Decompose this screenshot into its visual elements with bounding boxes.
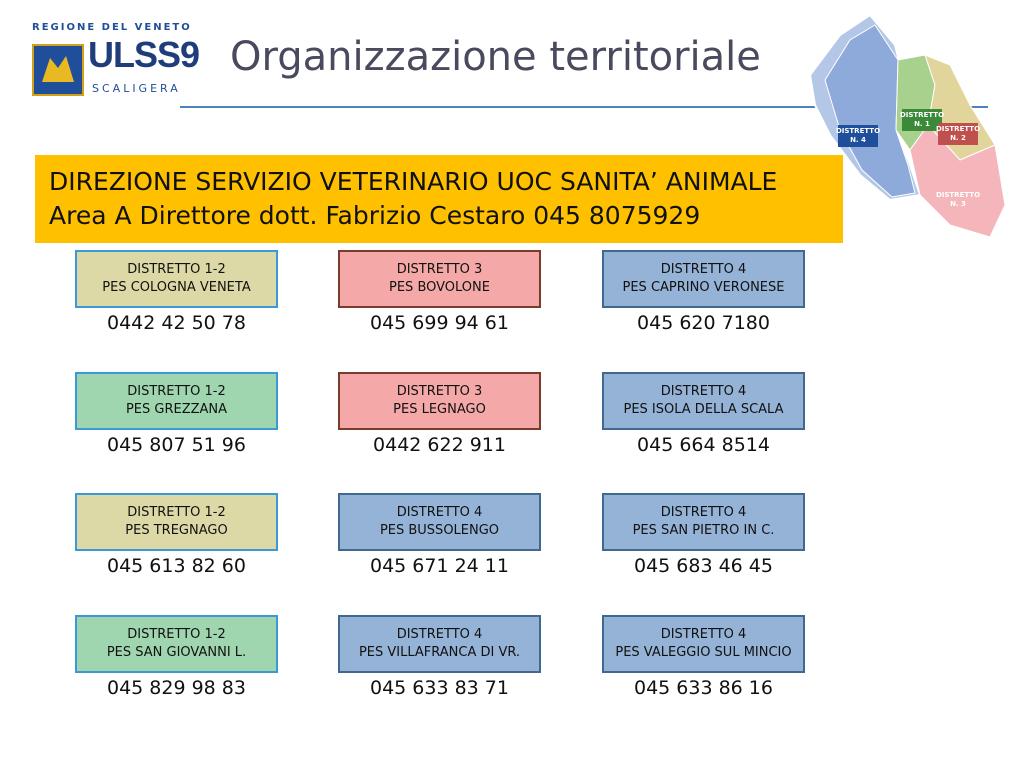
district-name: DISTRETTO 4 (396, 627, 483, 642)
district-box: DISTRETTO 3 PES BOVOLONE (338, 250, 541, 308)
logo-name: ULSS9 (88, 34, 200, 75)
district-box: DISTRETTO 1-2 PES SAN GIOVANNI L. (75, 615, 278, 673)
pes-name: PES SAN PIETRO IN C. (632, 523, 775, 538)
district-box: DISTRETTO 4 PES CAPRINO VERONESE (602, 250, 805, 308)
pes-name: PES COLOGNA VENETA (102, 280, 251, 295)
map-label: N. 1 (914, 120, 930, 128)
district-box: DISTRETTO 1-2 PES COLOGNA VENETA (75, 250, 278, 308)
pes-name: PES VILLAFRANCA DI VR. (358, 645, 521, 660)
district-name: DISTRETTO 4 (660, 505, 747, 520)
district-box: DISTRETTO 4 PES ISOLA DELLA SCALA (602, 372, 805, 430)
phone: 045 620 7180 (637, 312, 770, 334)
district-name: DISTRETTO 1-2 (127, 384, 226, 399)
map-label: DISTRETTO (936, 125, 980, 133)
district-name: DISTRETTO 1-2 (127, 262, 226, 277)
map-label-bg (902, 109, 942, 131)
district-name: DISTRETTO 4 (660, 627, 747, 642)
district-name: DISTRETTO 4 (660, 262, 747, 277)
logo-emblem (32, 44, 84, 96)
pes-name: PES LEGNAGO (393, 402, 486, 417)
phone: 045 664 8514 (637, 434, 770, 456)
phone: 0442 42 50 78 (106, 312, 246, 334)
banner-line: Area A Direttore dott. Fabrizio Cestaro … (49, 201, 701, 230)
district-name: DISTRETTO 4 (396, 505, 483, 520)
pes-name: PES CAPRINO VERONESE (622, 280, 785, 295)
phone: 045 633 86 16 (633, 677, 773, 699)
banner-line: DIREZIONE SERVIZIO VETERINARIO UOC SANIT… (49, 167, 778, 196)
logo-sub: SCALIGERA (92, 82, 181, 95)
phone: 045 699 94 61 (369, 312, 509, 334)
district-name: DISTRETTO 3 (396, 384, 483, 399)
district-name: DISTRETTO 3 (396, 262, 483, 277)
map-label-bg (938, 123, 978, 145)
phone: 0442 622 911 (373, 434, 506, 456)
district-name: DISTRETTO 4 (660, 384, 747, 399)
logo-region: REGIONE DEL VENETO (32, 22, 192, 33)
pes-name: PES BOVOLONE (389, 280, 490, 295)
map-label: N. 2 (950, 134, 966, 142)
map-label-bg (838, 125, 878, 147)
pes-name: PES GREZZANA (125, 402, 228, 417)
district-box: DISTRETTO 4 PES BUSSOLENGO (338, 493, 541, 551)
banner: DIREZIONE SERVIZIO VETERINARIO UOC SANIT… (35, 155, 843, 243)
phone: 045 683 46 45 (633, 555, 773, 577)
map-label: N. 3 (950, 200, 966, 208)
phone: 045 613 82 60 (106, 555, 246, 577)
district-box: DISTRETTO 4 PES VALEGGIO SUL MINCIO (602, 615, 805, 673)
district-box: DISTRETTO 1-2 PES TREGNAGO (75, 493, 278, 551)
pes-name: PES SAN GIOVANNI L. (106, 645, 247, 660)
map-label-bg (938, 189, 978, 211)
district-box: DISTRETTO 1-2 PES GREZZANA (75, 372, 278, 430)
map-label: DISTRETTO (836, 127, 880, 135)
phone: 045 633 83 71 (369, 677, 509, 699)
district-name: DISTRETTO 1-2 (127, 627, 226, 642)
pes-name: PES TREGNAGO (125, 523, 228, 538)
map-label: DISTRETTO (936, 191, 980, 199)
map-label: N. 4 (850, 136, 866, 144)
district-box: DISTRETTO 4 PES SAN PIETRO IN C. (602, 493, 805, 551)
phone: 045 807 51 96 (106, 434, 246, 456)
pes-name: PES BUSSOLENGO (379, 523, 500, 538)
pes-name: PES ISOLA DELLA SCALA (623, 402, 784, 417)
district-name: DISTRETTO 1-2 (127, 505, 226, 520)
map-label: DISTRETTO (900, 111, 944, 119)
pes-name: PES VALEGGIO SUL MINCIO (615, 645, 792, 660)
phone: 045 829 98 83 (106, 677, 246, 699)
district-box: DISTRETTO 3 PES LEGNAGO (338, 372, 541, 430)
title: Organizzazione territoriale (230, 34, 761, 80)
phone: 045 671 24 11 (369, 555, 509, 577)
district-box: DISTRETTO 4 PES VILLAFRANCA DI VR. (338, 615, 541, 673)
header-rule (180, 106, 988, 108)
